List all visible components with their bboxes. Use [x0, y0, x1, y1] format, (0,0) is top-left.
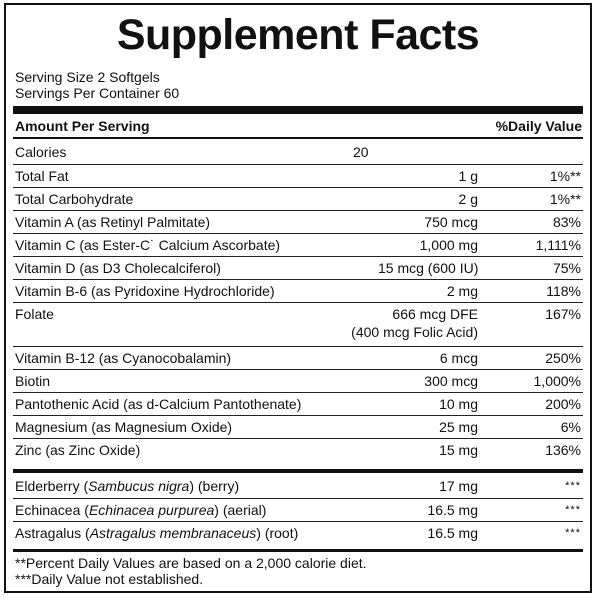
panel-title: Supplement Facts [116, 11, 480, 59]
nutrient-row: Vitamin C (as Ester-C˙ Calcium Ascorbate… [13, 233, 583, 257]
nutrient-name: Biotin [15, 373, 51, 389]
herbal-row: Astragalus (Astragalus membranaceus) (ro… [13, 521, 583, 545]
nutrient-name: Calories [15, 144, 67, 160]
nutrient-row: Vitamin D (as D3 Cholecalciferol) 15 mcg … [13, 256, 583, 280]
nutrient-row: Folate 666 mcg DFE (400 mcg Folic Acid) 167… [13, 302, 583, 347]
herbal-amount: 17 mg [439, 478, 478, 494]
nutrient-amount: 25 mg [439, 419, 478, 435]
thick-divider [13, 106, 583, 114]
footnote-dv-not-established: ***Daily Value not established. [15, 571, 204, 587]
nutrient-daily-value: 118% [546, 283, 581, 299]
nutrient-daily-value: 1,111% [535, 237, 581, 253]
herbal-part: (root) [264, 525, 299, 541]
nutrient-amount: 1 g [458, 168, 478, 184]
amount-per-serving-header: Amount Per Serving [15, 118, 150, 134]
header-divider [13, 137, 583, 139]
herbal-latin-name: Astragalus membranaceus [89, 525, 257, 541]
nutrient-row: Pantothenic Acid (as d-Calcium Pantothen… [13, 392, 583, 416]
nutrient-row: Total Carbohydrate 2 g 1%** [13, 187, 583, 211]
nutrient-amount: 750 mcg [424, 214, 478, 230]
nutrient-name: Zinc (as Zinc Oxide) [15, 442, 141, 458]
nutrient-row: Zinc (as Zinc Oxide) 15 mg 136% [13, 438, 583, 470]
nutrient-amount: 10 mg [439, 396, 478, 412]
nutrient-name: Total Carbohydrate [15, 191, 134, 207]
nutrient-daily-value: 1%** [549, 168, 581, 184]
herbal-name: Astragalus (Astragalus membranaceus) (ro… [15, 525, 299, 541]
herbal-name: Elderberry (Sambucus nigra) (berry) [15, 478, 240, 494]
nutrient-row: Vitamin B-6 (as Pyridoxine Hydrochloride… [13, 279, 583, 303]
nutrient-amount: 666 mcg DFE [392, 306, 478, 322]
herbal-latin-name: Echinacea purpurea [88, 502, 215, 518]
herbal-daily-value: *** [565, 480, 581, 492]
nutrient-daily-value: 1%** [549, 191, 581, 207]
nutrient-name: Folate [15, 306, 54, 322]
herbal-part: (berry) [197, 478, 240, 494]
nutrient-row: Total Fat 1 g 1%** [13, 164, 583, 188]
nutrient-amount: 15 mg [439, 442, 478, 458]
herbal-common-name: Astragalus [15, 525, 82, 541]
footnote-divider [13, 549, 583, 552]
footnote-percent-dv: **Percent Daily Values are based on a 2,… [15, 555, 367, 571]
herbal-daily-value: *** [565, 527, 581, 539]
herbal-daily-value: *** [565, 504, 581, 516]
nutrient-name: Vitamin A (as Retinyl Palmitate) [15, 214, 211, 230]
nutrient-amount: 1,000 mg [419, 237, 478, 253]
nutrient-daily-value: 250% [545, 350, 581, 366]
herbal-amount: 16.5 mg [427, 525, 478, 541]
nutrient-name: Pantothenic Acid (as d-Calcium Pantothen… [15, 396, 302, 412]
nutrient-name: Magnesium (as Magnesium Oxide) [15, 419, 233, 435]
nutrient-row: Vitamin B-12 (as Cyanocobalamin) 6 mcg 250… [13, 346, 583, 370]
nutrient-amount: 2 g [458, 191, 478, 207]
herbal-latin-name: Sambucus nigra [88, 478, 190, 494]
nutrient-name: Vitamin B-12 (as Cyanocobalamin) [15, 350, 232, 366]
herbal-divider [13, 469, 583, 473]
nutrient-row: Vitamin A (as Retinyl Palmitate) 750 mcg 8… [13, 210, 583, 234]
nutrient-daily-value: 1,000% [533, 373, 581, 389]
nutrient-daily-value: 136% [545, 442, 581, 458]
nutrient-amount: 20 [353, 144, 369, 160]
nutrient-name: Total Fat [15, 168, 69, 184]
serving-size: Serving Size 2 Softgels [15, 69, 160, 85]
nutrient-amount: 15 mcg (600 IU) [378, 260, 479, 276]
nutrient-amount: 6 mcg [439, 350, 478, 366]
nutrient-daily-value: 6% [560, 419, 581, 435]
nutrient-amount: 300 mcg [424, 373, 478, 389]
herbal-common-name: Echinacea [15, 502, 81, 518]
nutrient-row: Magnesium (as Magnesium Oxide) 25 mg 6% [13, 415, 583, 439]
nutrient-name: Vitamin D (as D3 Cholecalciferol) [15, 260, 221, 276]
herbal-amount: 16.5 mg [427, 502, 478, 518]
daily-value-header: %Daily Value [495, 118, 582, 134]
nutrient-daily-value: 200% [545, 396, 581, 412]
servings-per-container: Servings Per Container 60 [15, 85, 180, 101]
nutrient-row: Calories 20 [13, 141, 583, 164]
herbal-part: (aerial) [222, 502, 267, 518]
herbal-common-name: Elderberry [15, 478, 80, 494]
nutrient-amount-line2: (400 mcg Folic Acid) [351, 324, 478, 340]
nutrient-daily-value: 83% [552, 214, 581, 230]
nutrient-row: Biotin 300 mcg 1,000% [13, 369, 583, 393]
nutrient-amount: 2 mg [446, 283, 478, 299]
nutrient-daily-value: 167% [545, 306, 581, 322]
nutrient-name: Vitamin B-6 (as Pyridoxine Hydrochloride… [15, 283, 275, 299]
nutrient-daily-value: 75% [552, 260, 581, 276]
herbal-row: Echinacea (Echinacea purpurea) (aerial) 1… [13, 498, 583, 522]
herbal-name: Echinacea (Echinacea purpurea) (aerial) [15, 502, 267, 518]
nutrient-name: Vitamin C (as Ester-C˙ Calcium Ascorbate… [15, 237, 281, 253]
supplement-facts-panel: Supplement Facts Serving Size 2 Softgels… [4, 3, 592, 593]
herbal-row: Elderberry (Sambucus nigra) (berry) 17 mg… [13, 475, 583, 498]
